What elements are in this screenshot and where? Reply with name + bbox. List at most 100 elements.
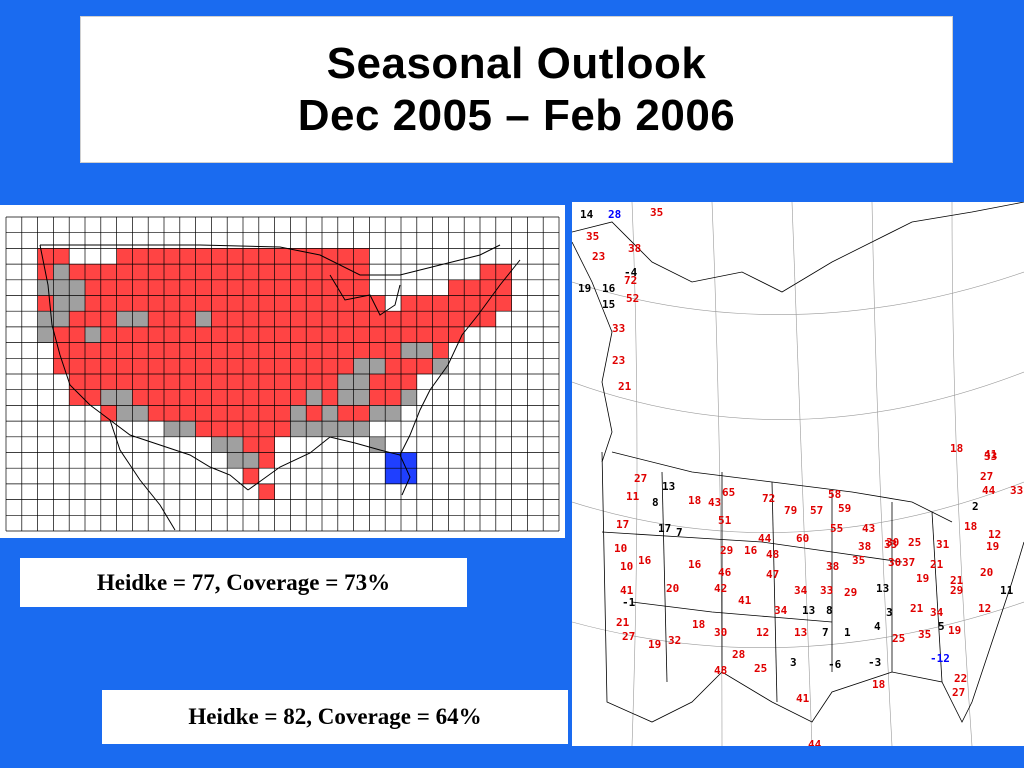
forecast-grid-cell	[385, 389, 401, 406]
forecast-grid-cell	[337, 421, 354, 437]
station-value-label: 29	[720, 544, 733, 557]
forecast-grid-cell	[464, 295, 480, 312]
forecast-grid-cell	[37, 295, 54, 312]
forecast-grid-cell	[337, 264, 354, 280]
forecast-grid-cell	[495, 295, 512, 312]
forecast-grid-cell	[100, 358, 117, 374]
forecast-grid-cell	[69, 358, 85, 374]
forecast-grid-cell	[401, 295, 417, 312]
forecast-grid-cell	[258, 452, 275, 469]
forecast-grid-cell	[258, 264, 275, 280]
forecast-grid-cell	[211, 436, 228, 453]
station-value-label: 33	[984, 450, 997, 463]
forecast-grid-cell	[401, 468, 417, 484]
forecast-grid-cell	[290, 421, 307, 437]
station-value-label: 41	[620, 584, 634, 597]
grid-cells-layer	[37, 248, 512, 500]
station-value-label: 8	[826, 604, 833, 617]
station-value-label: 16	[688, 558, 702, 571]
station-value-label: 21	[910, 602, 924, 615]
grid-lines	[5, 216, 560, 532]
station-value-label: 43	[708, 496, 721, 509]
station-value-label: 38	[826, 560, 839, 573]
forecast-grid-cell	[258, 311, 275, 327]
station-value-label: 34	[794, 584, 808, 597]
forecast-grid-cell	[353, 264, 370, 280]
forecast-grid-cell	[195, 248, 212, 265]
forecast-grid-cell	[258, 421, 275, 437]
station-value-label: 60	[796, 532, 809, 545]
forecast-grid-cell	[480, 311, 496, 327]
forecast-grid-cell	[164, 264, 180, 280]
forecast-grid-cell	[401, 342, 417, 359]
forecast-grid-cell	[69, 279, 85, 296]
gulf-coast-line	[247, 436, 411, 496]
forecast-grid-cell	[369, 295, 386, 312]
forecast-grid-cell	[53, 342, 70, 359]
forecast-grid-cell	[132, 389, 149, 406]
station-value-label: 29	[844, 586, 857, 599]
forecast-grid-cell	[337, 326, 354, 343]
forecast-grid-cell	[195, 358, 212, 374]
forecast-grid-cell	[148, 311, 164, 327]
forecast-grid-cell	[274, 358, 291, 374]
forecast-grid-cell	[401, 311, 417, 327]
forecast-grid-cell	[369, 436, 386, 453]
station-value-label: 28	[732, 648, 745, 661]
forecast-grid-cell	[179, 358, 196, 374]
station-value-label: 13	[876, 582, 889, 595]
forecast-grid-cell	[337, 389, 354, 406]
forecast-grid-cell	[53, 279, 70, 296]
forecast-grid-cell	[353, 279, 370, 296]
forecast-grid-cell	[290, 326, 307, 343]
station-value-label: 25	[892, 632, 905, 645]
forecast-grid-cell	[85, 311, 101, 327]
forecast-grid-cell	[258, 279, 275, 296]
forecast-grid-cell	[337, 248, 354, 265]
forecast-grid-cell	[274, 311, 291, 327]
forecast-grid-cell	[401, 389, 417, 406]
station-value-label: 3	[790, 656, 797, 669]
forecast-grid-cell	[69, 311, 85, 327]
forecast-grid-cell	[416, 295, 433, 312]
forecast-grid-cell	[337, 358, 354, 374]
graticule-line	[572, 601, 1024, 648]
station-value-label: 48	[714, 664, 727, 677]
station-value-label: 19	[648, 638, 661, 651]
station-value-label: 13	[662, 480, 675, 493]
station-value-label: 52	[626, 292, 639, 305]
forecast-grid-cell	[195, 295, 212, 312]
forecast-grid-cell	[416, 342, 433, 359]
station-verification-map: 14 28 35 35 38 23 -4 72 19 16 52 15 33 23 21 27 13 65 58 11…	[572, 202, 1024, 746]
forecast-grid-cell	[53, 358, 70, 374]
station-value-label: 21	[616, 616, 630, 629]
graticule-line	[572, 481, 1024, 533]
forecast-grid-cell	[353, 295, 370, 312]
forecast-grid-cell	[448, 279, 465, 296]
station-value-label: 19	[916, 572, 929, 585]
east-coast-line	[399, 259, 521, 456]
station-value-label: 72	[624, 274, 637, 287]
graticule-line	[951, 202, 973, 746]
forecast-grid-cell	[164, 405, 180, 422]
forecast-grid-cell	[243, 358, 259, 374]
station-value-label: 30	[886, 536, 899, 549]
forecast-grid-cell	[495, 264, 512, 280]
forecast-grid-cell	[385, 405, 401, 422]
northern-border-line	[40, 244, 501, 276]
forecast-grid-cell	[385, 374, 401, 390]
forecast-grid-cell	[243, 342, 259, 359]
forecast-grid-cell	[85, 374, 101, 390]
station-value-label: 72	[762, 492, 775, 505]
forecast-grid-cell	[322, 374, 338, 390]
forecast-grid-cell	[322, 389, 338, 406]
forecast-grid-cell	[290, 405, 307, 422]
station-value-label: 33	[612, 322, 625, 335]
forecast-grid-cell	[243, 326, 259, 343]
station-value-label: 25	[908, 536, 921, 549]
forecast-grid-cell	[211, 264, 228, 280]
forecast-grid-cell	[116, 248, 133, 265]
forecast-grid-cell	[369, 405, 386, 422]
